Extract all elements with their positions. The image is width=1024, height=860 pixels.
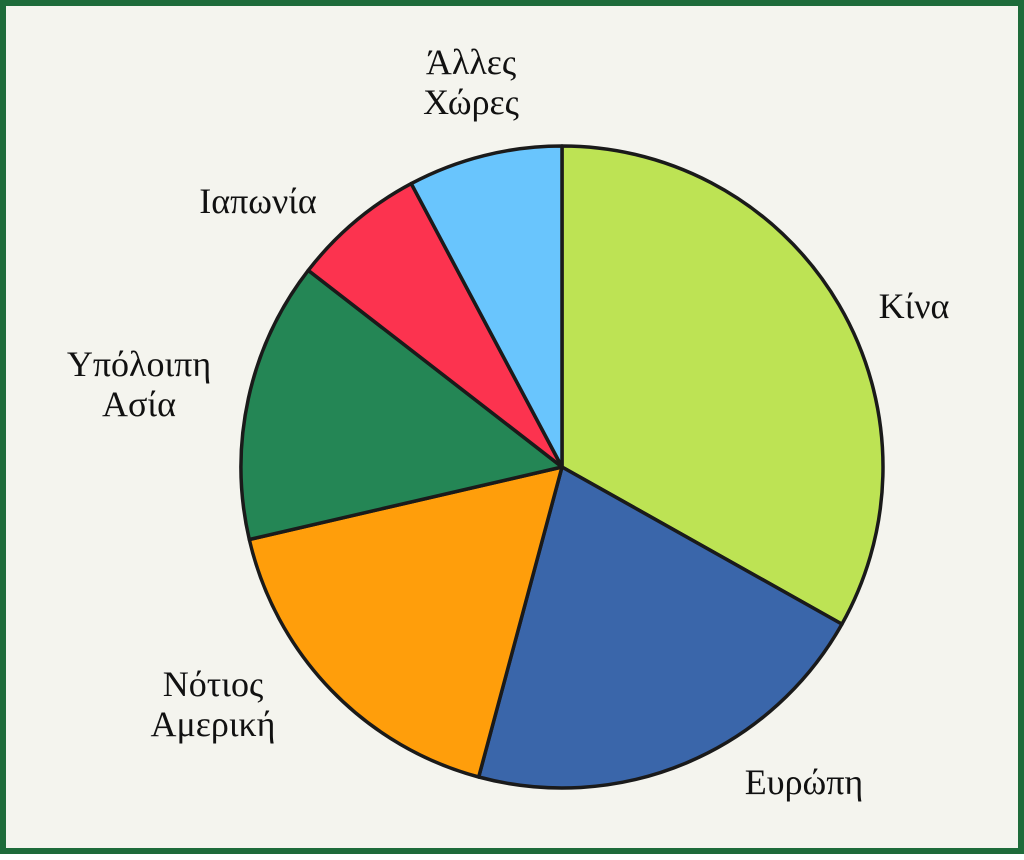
slice-label-line: Χώρες bbox=[423, 82, 519, 122]
slice-label-line: Κίνα bbox=[879, 286, 950, 326]
slice-label-3: Υπόλοιπη Ασία bbox=[67, 344, 211, 424]
slice-label-line: Νότιος bbox=[163, 664, 263, 704]
slice-label-line: Αμερική bbox=[150, 704, 275, 744]
slice-label-line: Ευρώπη bbox=[745, 762, 863, 802]
pie-slice-1 bbox=[476, 465, 844, 790]
slice-label-line: Ιαπωνία bbox=[199, 181, 317, 221]
slice-label-4: Ιαπωνία bbox=[199, 181, 317, 221]
slice-label-1: Ευρώπη bbox=[745, 762, 863, 802]
pie-slice-4 bbox=[306, 181, 564, 469]
slice-label-2: Νότιος Αμερική bbox=[150, 664, 275, 744]
pie-slice-3 bbox=[239, 268, 564, 542]
pie-slice-5 bbox=[409, 144, 564, 469]
slice-label-line: Ασία bbox=[102, 384, 176, 424]
slice-label-5: Άλλες Χώρες bbox=[423, 42, 519, 122]
slice-label-line: Υπόλοιπη bbox=[67, 344, 211, 384]
pie-slice-2 bbox=[247, 465, 564, 779]
slice-label-line: Άλλες bbox=[426, 42, 516, 82]
pie-slice-0 bbox=[560, 144, 885, 626]
slice-label-0: Κίνα bbox=[879, 286, 950, 326]
pie-chart: Κίνα Ευρώπη Νότιος Αμερική Υπόλοιπη Ασία Ιαπων… bbox=[67, 42, 950, 802]
